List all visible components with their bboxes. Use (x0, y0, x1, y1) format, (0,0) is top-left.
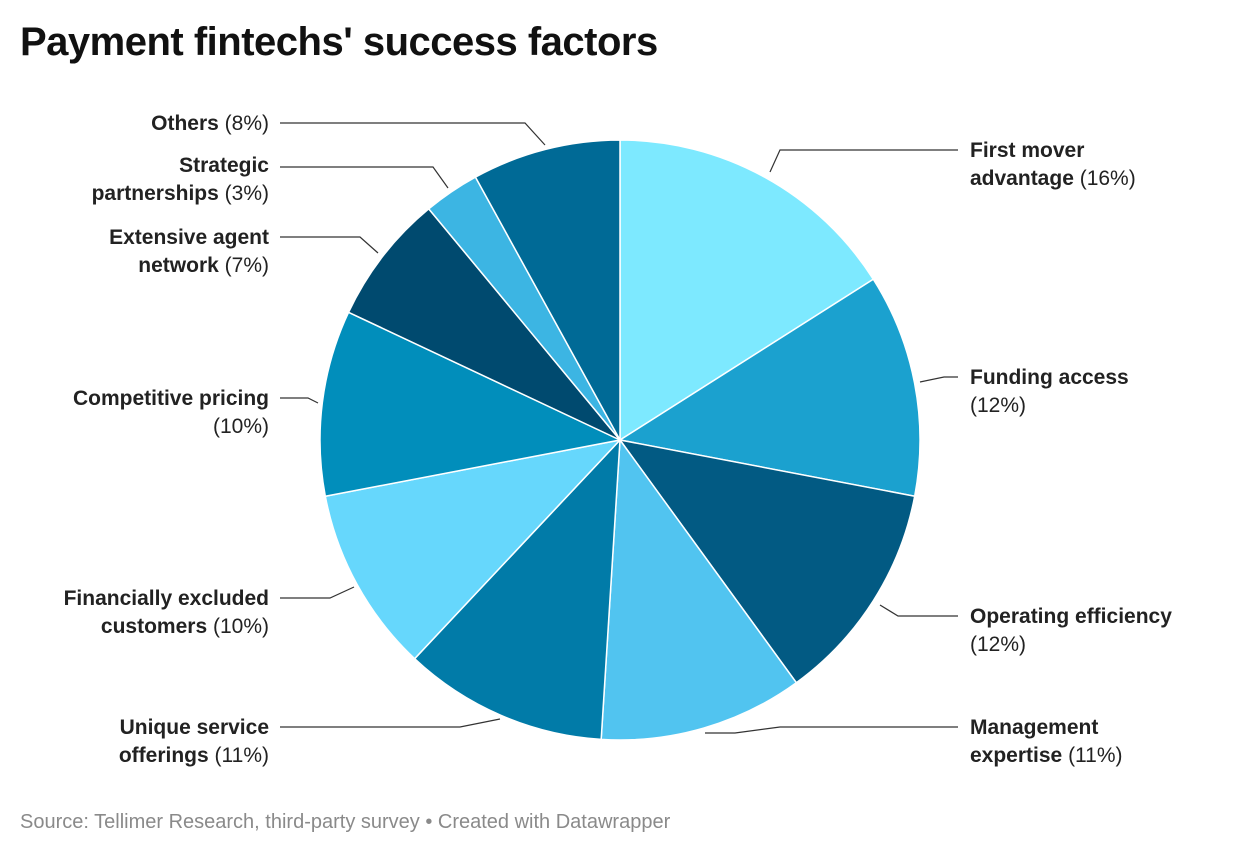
slice-labels: First mover advantage (16%) Funding access… (64, 112, 1173, 767)
slice-label: Competitive pricing (10%) (73, 387, 269, 438)
slice-label: First mover advantage (16%) (970, 139, 1136, 190)
slice-label-line: (12%) (970, 394, 1026, 417)
leader-line (280, 718, 501, 728)
slice-label-line: Competitive pricing (73, 387, 269, 410)
slice-label-line: First mover (970, 139, 1084, 162)
slice-label-line: (10%) (213, 415, 269, 438)
slice-label: Unique service offerings (11%) (119, 716, 269, 767)
leader-line (769, 149, 958, 173)
slice-label-line: customers (10%) (101, 615, 269, 638)
slice-label-line: advantage (16%) (970, 167, 1136, 190)
slice-label-line: Operating efficiency (970, 605, 1172, 628)
slice-label: Funding access (12%) (970, 366, 1129, 417)
slice-label-line: Strategic (179, 154, 269, 177)
leader-line (879, 604, 958, 617)
slice-label: Strategic partnerships (3%) (92, 154, 270, 205)
source-note: Source: Tellimer Research, third-party s… (20, 811, 671, 833)
pie-slice (600, 439, 798, 741)
pie-slice (347, 208, 621, 441)
chart-title: Payment fintechs' success factors (20, 20, 658, 64)
leader-lines (280, 122, 958, 734)
slice-label-line: Management (970, 716, 1098, 739)
pie-slice (319, 311, 621, 497)
leader-line (919, 376, 958, 383)
slice-label: Financially excluded customers (10%) (64, 587, 269, 638)
pie-slice (474, 139, 621, 441)
slice-label: Extensive agent network (7%) (109, 226, 269, 277)
slice-label-line: Funding access (970, 366, 1129, 389)
leader-line (280, 397, 319, 404)
leader-line (705, 726, 958, 734)
slice-label-line: Others (8%) (151, 112, 269, 135)
slice-label-line: (12%) (970, 633, 1026, 656)
leader-line (280, 236, 379, 254)
pie-slice (619, 278, 921, 497)
slice-label-line: partnerships (3%) (92, 182, 269, 205)
pie-slice (413, 439, 621, 741)
slice-label-line: offerings (11%) (119, 744, 269, 767)
pie-slice (324, 439, 621, 660)
slice-label-line: Unique service (120, 716, 269, 739)
leader-line (280, 586, 355, 599)
pie-chart: First mover advantage (16%) Funding access… (64, 112, 1173, 767)
slice-label-line: Financially excluded (64, 587, 269, 610)
leader-line (280, 166, 449, 189)
slice-label: Operating efficiency (12%) (970, 605, 1172, 656)
slice-label-line: network (7%) (138, 254, 269, 277)
slice-label: Management expertise (11%) (970, 716, 1123, 767)
leader-line (280, 122, 546, 146)
slice-label-line: expertise (11%) (970, 744, 1123, 767)
pie-slice (619, 139, 875, 441)
slice-label-line: Extensive agent (109, 226, 269, 249)
pie-slices (319, 139, 921, 741)
pie-slice (619, 439, 916, 684)
slice-label: Others (8%) (151, 112, 269, 135)
